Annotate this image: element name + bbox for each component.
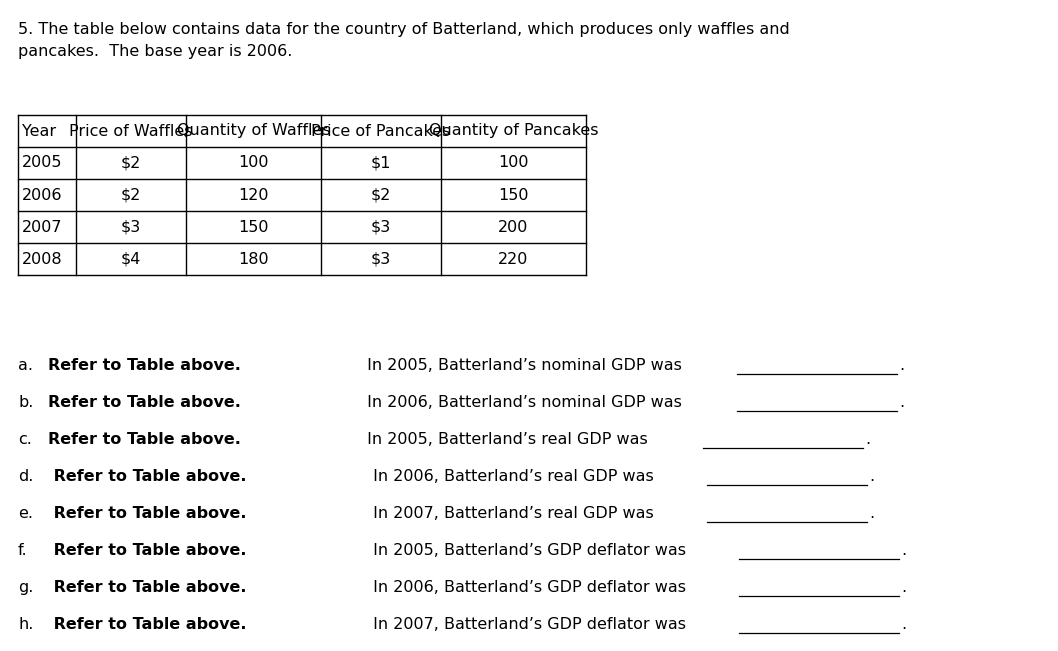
Text: .: . bbox=[901, 543, 907, 558]
Text: .: . bbox=[901, 580, 907, 595]
Text: Price of Waffles: Price of Waffles bbox=[69, 124, 193, 139]
Text: In 2006, Batterland’s nominal GDP was: In 2006, Batterland’s nominal GDP was bbox=[362, 395, 682, 410]
Text: $3: $3 bbox=[121, 219, 141, 234]
Text: Quantity of Pancakes: Quantity of Pancakes bbox=[428, 124, 598, 139]
Text: In 2007, Batterland’s GDP deflator was: In 2007, Batterland’s GDP deflator was bbox=[368, 617, 686, 632]
Text: pancakes.  The base year is 2006.: pancakes. The base year is 2006. bbox=[18, 44, 292, 59]
Text: Refer to Table above.: Refer to Table above. bbox=[48, 395, 241, 410]
Text: 5. The table below contains data for the country of Batterland, which produces o: 5. The table below contains data for the… bbox=[18, 22, 789, 37]
Text: .: . bbox=[899, 358, 904, 373]
Text: 100: 100 bbox=[238, 156, 269, 171]
Text: c.: c. bbox=[18, 432, 32, 447]
Text: 150: 150 bbox=[238, 219, 269, 234]
Text: .: . bbox=[870, 469, 874, 484]
Text: In 2007, Batterland’s real GDP was: In 2007, Batterland’s real GDP was bbox=[368, 506, 654, 521]
Text: Refer to Table above.: Refer to Table above. bbox=[48, 358, 241, 373]
Text: 220: 220 bbox=[498, 251, 529, 266]
Text: .: . bbox=[901, 617, 907, 632]
Text: .: . bbox=[870, 506, 874, 521]
Text: $3: $3 bbox=[371, 219, 391, 234]
Text: 2008: 2008 bbox=[22, 251, 62, 266]
Text: 2006: 2006 bbox=[22, 187, 62, 202]
Text: 100: 100 bbox=[498, 156, 529, 171]
Text: b.: b. bbox=[18, 395, 34, 410]
Text: $2: $2 bbox=[121, 187, 141, 202]
Text: 150: 150 bbox=[498, 187, 529, 202]
Text: $2: $2 bbox=[370, 187, 391, 202]
Text: 2007: 2007 bbox=[22, 219, 62, 234]
Text: $3: $3 bbox=[371, 251, 391, 266]
Text: Refer to Table above.: Refer to Table above. bbox=[48, 432, 241, 447]
Text: Refer to Table above.: Refer to Table above. bbox=[48, 580, 247, 595]
Text: In 2005, Batterland’s GDP deflator was: In 2005, Batterland’s GDP deflator was bbox=[368, 543, 686, 558]
Text: Refer to Table above.: Refer to Table above. bbox=[48, 543, 247, 558]
Text: In 2005, Batterland’s nominal GDP was: In 2005, Batterland’s nominal GDP was bbox=[362, 358, 682, 373]
Text: a.: a. bbox=[18, 358, 33, 373]
Text: Refer to Table above.: Refer to Table above. bbox=[48, 506, 247, 521]
Text: $4: $4 bbox=[121, 251, 141, 266]
Text: 200: 200 bbox=[498, 219, 529, 234]
Text: Quantity of Waffles: Quantity of Waffles bbox=[177, 124, 330, 139]
Text: 2005: 2005 bbox=[22, 156, 62, 171]
Text: 180: 180 bbox=[238, 251, 269, 266]
Text: Refer to Table above.: Refer to Table above. bbox=[48, 617, 247, 632]
Text: Price of Pancakes: Price of Pancakes bbox=[311, 124, 451, 139]
Text: In 2006, Batterland’s GDP deflator was: In 2006, Batterland’s GDP deflator was bbox=[368, 580, 686, 595]
Text: In 2006, Batterland’s real GDP was: In 2006, Batterland’s real GDP was bbox=[368, 469, 654, 484]
Text: g.: g. bbox=[18, 580, 34, 595]
Text: In 2005, Batterland’s real GDP was: In 2005, Batterland’s real GDP was bbox=[362, 432, 649, 447]
Text: Refer to Table above.: Refer to Table above. bbox=[48, 469, 247, 484]
Text: $1: $1 bbox=[370, 156, 391, 171]
Text: $2: $2 bbox=[121, 156, 141, 171]
Text: .: . bbox=[899, 395, 904, 410]
Text: f.: f. bbox=[18, 543, 28, 558]
Text: h.: h. bbox=[18, 617, 34, 632]
Text: Year: Year bbox=[22, 124, 56, 139]
Text: e.: e. bbox=[18, 506, 33, 521]
Text: 120: 120 bbox=[238, 187, 269, 202]
Text: .: . bbox=[864, 432, 870, 447]
Text: d.: d. bbox=[18, 469, 34, 484]
